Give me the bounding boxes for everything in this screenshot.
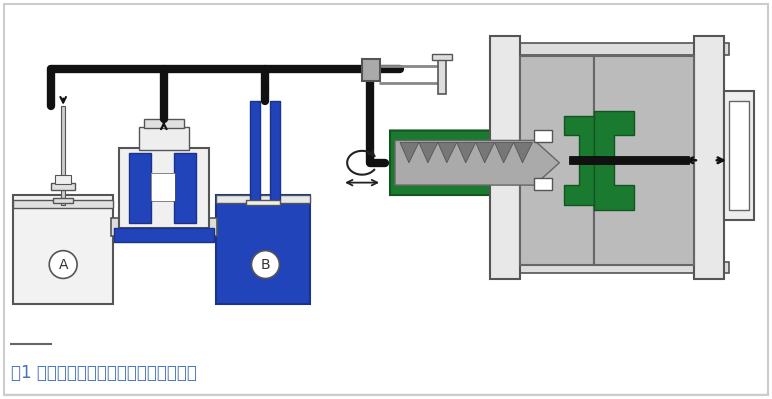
Polygon shape <box>400 142 419 163</box>
Bar <box>729 101 749 210</box>
Bar <box>114 228 214 242</box>
Bar <box>13 200 113 208</box>
Bar <box>694 36 724 279</box>
Circle shape <box>49 251 77 279</box>
Polygon shape <box>594 111 634 160</box>
Polygon shape <box>495 142 513 163</box>
Bar <box>245 200 280 205</box>
Bar <box>174 153 195 223</box>
Polygon shape <box>457 142 476 163</box>
Bar <box>144 119 184 128</box>
Bar <box>151 173 174 201</box>
Bar <box>724 91 753 220</box>
Bar <box>215 195 310 304</box>
Polygon shape <box>564 160 594 205</box>
Bar <box>13 195 113 304</box>
Polygon shape <box>513 142 533 163</box>
Bar <box>55 175 71 184</box>
Bar <box>53 198 73 203</box>
Polygon shape <box>564 116 594 160</box>
Bar <box>250 101 260 200</box>
Text: B: B <box>261 257 270 272</box>
Bar <box>489 262 729 273</box>
Bar <box>151 173 174 201</box>
Polygon shape <box>438 142 457 163</box>
Bar <box>119 148 208 228</box>
Bar <box>61 106 65 205</box>
Bar <box>215 195 310 203</box>
Bar <box>139 126 188 150</box>
Bar <box>51 183 75 190</box>
Bar <box>569 156 689 164</box>
Text: A: A <box>59 257 68 272</box>
Bar <box>520 56 594 265</box>
Polygon shape <box>395 140 560 185</box>
Bar <box>438 56 445 94</box>
Bar <box>594 56 694 265</box>
Polygon shape <box>419 142 438 163</box>
Bar <box>111 218 217 236</box>
Polygon shape <box>594 160 634 210</box>
Bar <box>129 153 151 223</box>
Bar <box>534 178 553 190</box>
Polygon shape <box>476 142 495 163</box>
Text: 图1 液体硅橡胶注射成型工艺流程示意图: 图1 液体硅橡胶注射成型工艺流程示意图 <box>12 364 197 382</box>
Bar <box>489 36 520 279</box>
Polygon shape <box>390 130 579 195</box>
Bar <box>534 130 553 142</box>
Circle shape <box>252 251 279 279</box>
Bar <box>270 101 280 200</box>
Bar <box>432 54 452 60</box>
Bar <box>362 59 380 81</box>
Bar <box>489 43 729 55</box>
